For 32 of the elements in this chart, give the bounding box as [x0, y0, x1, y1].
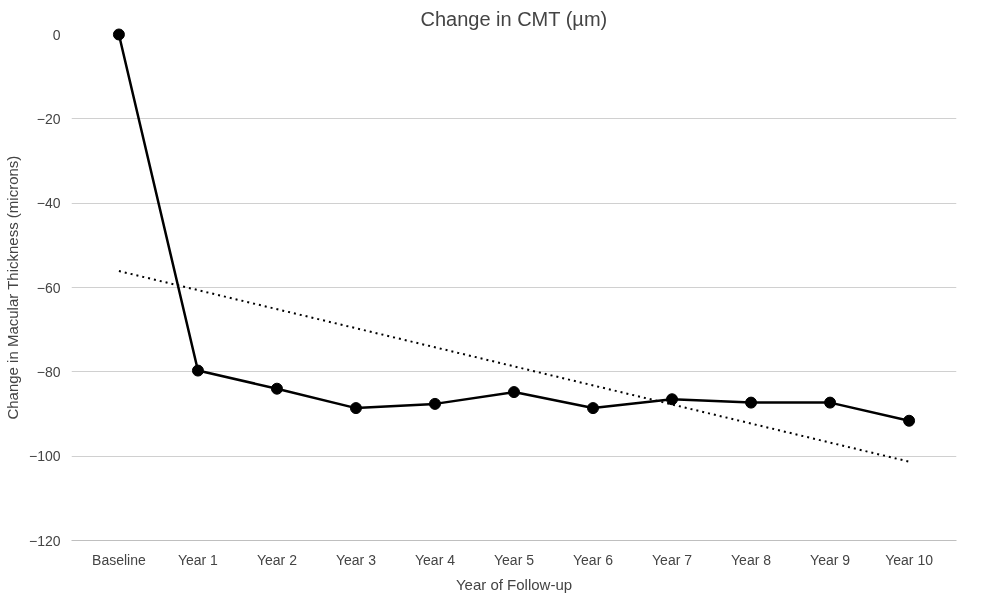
x-tick-label: Year 7: [652, 551, 693, 568]
x-tick-label: Year 1: [177, 551, 219, 568]
x-tick-label: Year 5: [494, 551, 535, 568]
chart-title: Change in CMT (µm): [420, 7, 608, 30]
x-axis-title: Year of Follow-up: [455, 575, 573, 593]
y-tick-label: −100: [28, 448, 61, 465]
point: [191, 364, 204, 377]
y-tick-label: −60: [36, 279, 61, 296]
point: [745, 396, 758, 409]
point: [270, 382, 283, 395]
x-tick-label: Year 6: [573, 551, 614, 568]
point: [428, 397, 441, 410]
y-tick-label: −20: [36, 110, 61, 127]
y-tick-label: −40: [36, 195, 61, 212]
y-tick-label: −80: [36, 363, 61, 380]
point: [508, 386, 520, 399]
point: [349, 402, 362, 415]
y-axis-title: Change in Macular Thickness (microns): [3, 155, 21, 420]
point: [824, 396, 837, 409]
x-tick-label: Year 2: [256, 551, 298, 568]
x-tick-label: Year 10: [885, 551, 934, 568]
point: [112, 28, 125, 41]
y-tick-label: 0: [52, 26, 61, 43]
x-tick-label: Year 4: [415, 551, 456, 568]
x-tick-label: Year 8: [731, 551, 772, 568]
x-tick-label: Year 9: [810, 551, 851, 568]
point: [666, 393, 679, 406]
point: [903, 414, 916, 427]
x-tick-label: Baseline: [92, 551, 146, 568]
point: [587, 402, 600, 415]
y-tick-label: −120: [28, 532, 61, 549]
x-tick-label: Year 3: [335, 551, 377, 568]
